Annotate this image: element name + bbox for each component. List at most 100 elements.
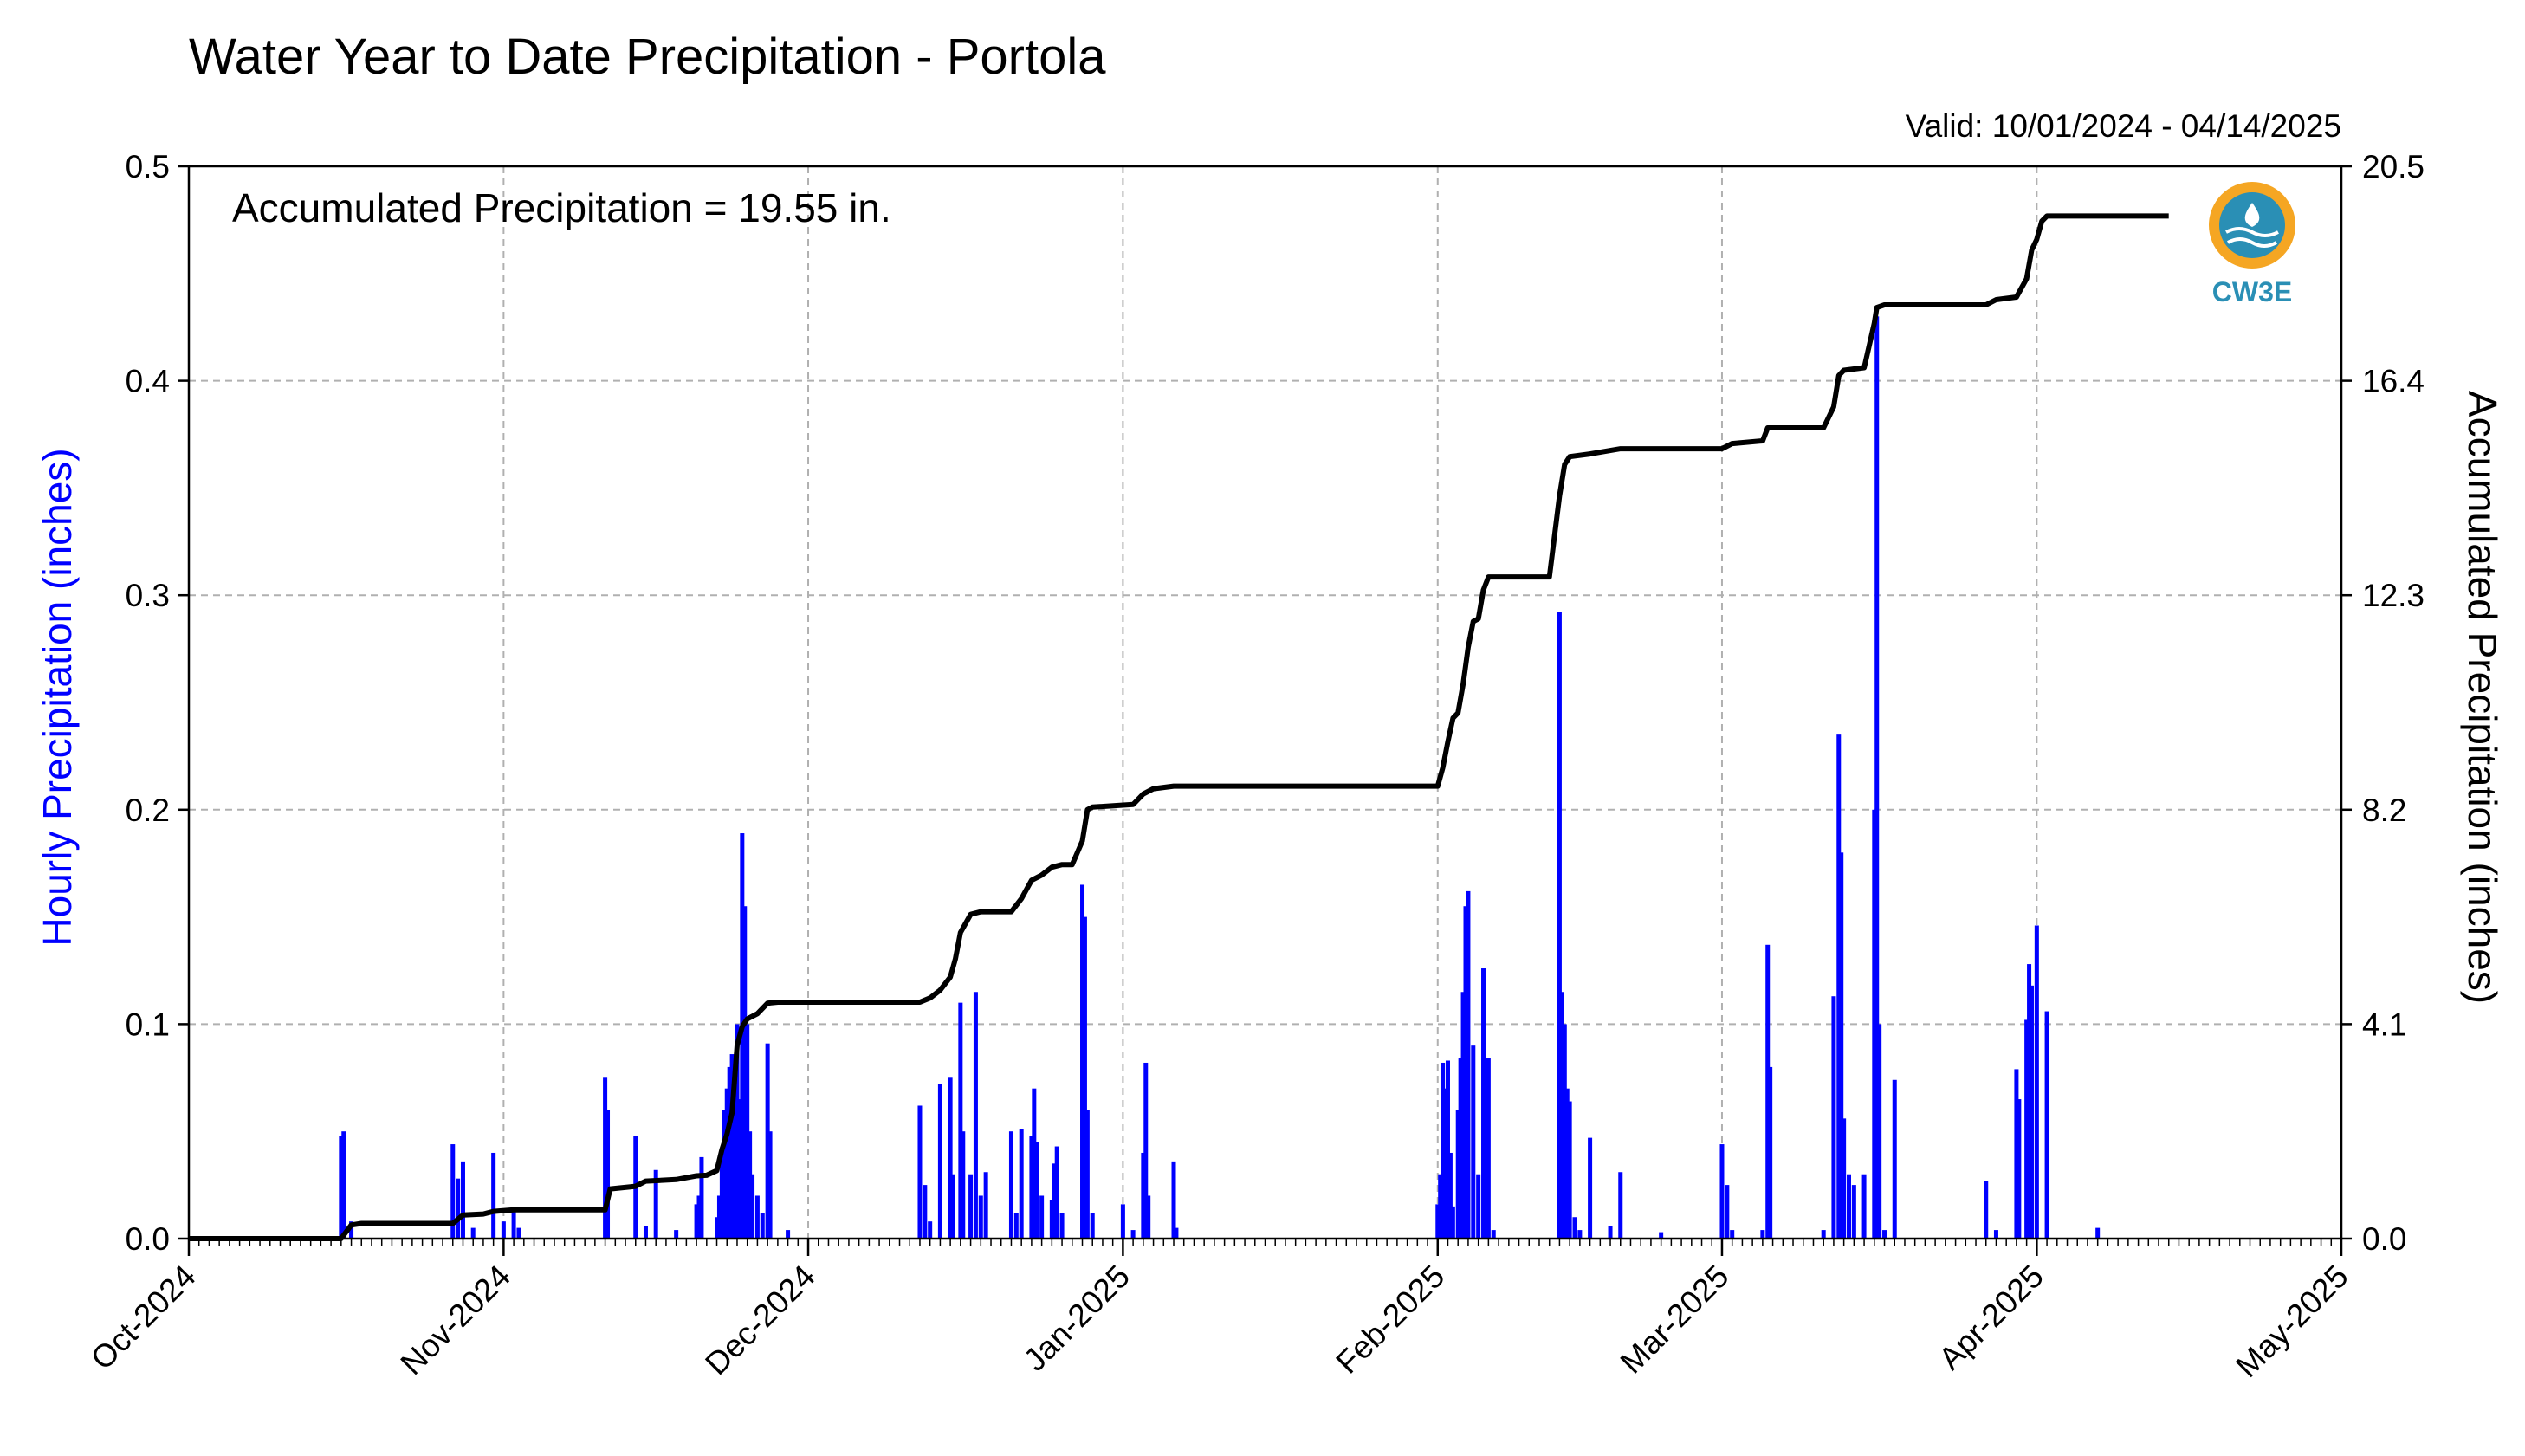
y-tick-label-right: 4.1	[2362, 1006, 2406, 1042]
axes: 0.0 0.0 0.1 4.1 0.2 8.2 0.3 12.3 0.4 16.4 0.5 20.5 O…	[84, 149, 2425, 1384]
hourly-precip-bar	[1084, 1110, 1090, 1239]
hourly-precip-bar	[1768, 1066, 1773, 1239]
hourly-precip-bar	[2017, 1099, 2022, 1239]
hourly-precip-bar	[1141, 1152, 1146, 1239]
y-tick-label-left: 0.4	[126, 364, 170, 399]
hourly-precip-bar	[1447, 1152, 1453, 1239]
hourly-precip-bar	[748, 1131, 753, 1239]
hourly-precip-bar	[1851, 1185, 1856, 1239]
hourly-precip-bar	[1872, 809, 1877, 1239]
hourly-precip-bar	[1120, 1204, 1125, 1239]
hourly-precip-bar	[729, 1054, 735, 1239]
y-tick-label-right: 16.4	[2362, 364, 2425, 399]
hourly-precip-bar	[1146, 1195, 1151, 1239]
hourly-precip-bar	[2014, 1069, 2019, 1239]
hourly-precip-bar	[1846, 1174, 1851, 1239]
hourly-precip-bar	[767, 1131, 773, 1239]
hourly-precip-bar	[1034, 1142, 1039, 1239]
hourly-precip-bar	[917, 1105, 923, 1239]
hourly-precip-bar	[1080, 884, 1085, 1239]
hourly-precip-bar	[1760, 1230, 1765, 1239]
hourly-precip-bar	[1443, 1088, 1448, 1239]
hourly-precip-bar	[715, 1217, 720, 1239]
hourly-precip-bar	[1450, 1206, 1455, 1239]
hourly-precip-bar	[674, 1230, 679, 1239]
hourly-precip-bar	[1143, 1062, 1149, 1239]
hourly-precip-bar	[1438, 1174, 1443, 1239]
hourly-precip-bar	[1839, 852, 1844, 1239]
hourly-precip-bar	[1993, 1230, 1998, 1239]
hourly-precip-bar	[1471, 1045, 1476, 1239]
hourly-precip-bar	[1559, 992, 1564, 1239]
hourly-precip-bar	[1435, 1204, 1441, 1239]
hourly-precip-bar	[1039, 1195, 1045, 1239]
hourly-precip-bar	[696, 1195, 702, 1239]
hourly-precip-bar	[1458, 1058, 1463, 1239]
hourly-precip-bar	[1861, 1174, 1867, 1239]
hourly-precip-bar	[1821, 1230, 1826, 1239]
hourly-precip-bar	[754, 1195, 760, 1239]
hourly-precip-bar	[724, 1088, 729, 1239]
hourly-precip-bar	[1481, 968, 1486, 1239]
hourly-precip-bar	[1463, 906, 1468, 1239]
accumulated-line-group	[189, 213, 2169, 1241]
hourly-precip-bar	[1842, 1118, 1847, 1239]
hourly-precip-bar	[745, 1024, 750, 1239]
hourly-precip-bar	[1441, 1062, 1446, 1239]
hourly-precip-bar	[722, 1110, 727, 1239]
y-tick-label-right: 0.0	[2362, 1221, 2406, 1257]
hourly-precip-bar	[2034, 925, 2039, 1239]
hourly-precip-bar	[973, 992, 978, 1239]
hourly-bars	[339, 316, 2101, 1239]
x-tick-label: Feb-2025	[1329, 1259, 1451, 1381]
hourly-precip-bar	[1174, 1227, 1179, 1239]
hourly-precip-bar	[460, 1161, 465, 1239]
hourly-precip-bar	[760, 1213, 765, 1239]
hourly-precip-bar	[923, 1185, 928, 1239]
y-tick-label-right: 12.3	[2362, 578, 2425, 613]
hourly-precip-bar	[786, 1230, 791, 1239]
hourly-precip-bar	[1608, 1226, 1613, 1239]
y-tick-label-right: 8.2	[2362, 793, 2406, 828]
hourly-precip-bar	[1831, 996, 1836, 1239]
x-tick-label: Oct-2024	[84, 1259, 203, 1377]
x-tick-label: Apr-2025	[1932, 1259, 2050, 1377]
hourly-precip-bar	[603, 1077, 608, 1239]
hourly-precip-bar	[968, 1174, 974, 1239]
hourly-precip-bar	[1455, 1110, 1460, 1239]
hourly-precip-bar	[339, 1136, 344, 1239]
hourly-precip-bar	[349, 1221, 354, 1239]
hourly-precip-bar	[2095, 1227, 2101, 1239]
hourly-precip-bar	[948, 1077, 953, 1239]
hourly-precip-bar	[1491, 1230, 1496, 1239]
hourly-precip-bar	[1562, 1024, 1567, 1239]
hourly-precip-bar	[1725, 1185, 1730, 1239]
hourly-precip-bar	[937, 1084, 942, 1239]
hourly-precip-bar	[2044, 1011, 2049, 1239]
hourly-precip-bar	[732, 1088, 737, 1239]
hourly-precip-bar	[742, 906, 748, 1239]
y-tick-label-left: 0.1	[126, 1006, 170, 1042]
hourly-precip-bar	[737, 1099, 742, 1239]
hourly-precip-bar	[1013, 1213, 1019, 1239]
hourly-precip-bar	[735, 1024, 740, 1239]
chart-title: Water Year to Date Precipitation - Porto…	[189, 29, 1106, 85]
hourly-precip-bar	[699, 1156, 704, 1239]
hourly-precip-bar	[2029, 985, 2034, 1239]
hourly-precip-bar	[950, 1174, 955, 1239]
hourly-precip-bar	[1466, 890, 1471, 1239]
hourly-precip-bar	[1984, 1181, 1989, 1239]
y-tick-label-left: 0.0	[126, 1221, 170, 1257]
hourly-precip-bar	[516, 1227, 521, 1239]
accumulated-precip-line	[189, 213, 2169, 1241]
y-tick-label-left: 0.2	[126, 793, 170, 828]
hourly-precip-bar	[1877, 1024, 1882, 1239]
hourly-precip-bar	[719, 1152, 724, 1239]
hourly-precip-bar	[727, 1066, 732, 1239]
hourly-precip-bar	[1564, 1088, 1570, 1239]
hourly-precip-bar	[1719, 1144, 1725, 1239]
y-axis-label-left: Hourly Precipitation (inches)	[35, 448, 80, 946]
hourly-precip-bar	[1029, 1136, 1034, 1239]
hourly-precip-bar	[1572, 1217, 1577, 1239]
